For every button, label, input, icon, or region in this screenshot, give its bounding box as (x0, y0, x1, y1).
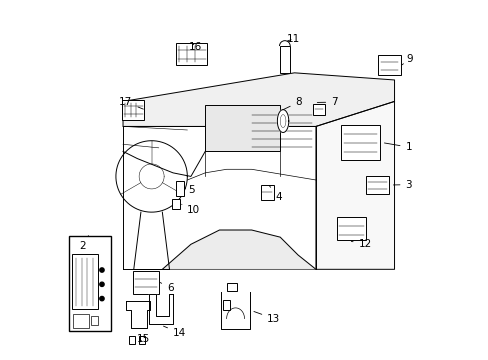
Text: 17: 17 (119, 97, 143, 109)
Text: 10: 10 (181, 204, 200, 215)
Text: 4: 4 (268, 185, 281, 202)
Bar (122, 100, 144, 120)
Bar (172, 199, 180, 209)
Bar (139, 337, 145, 343)
Bar (312, 104, 324, 114)
Bar (279, 46, 290, 73)
Text: 3: 3 (392, 180, 411, 190)
Bar (340, 125, 380, 160)
Bar (91, 316, 98, 325)
Text: 15: 15 (137, 334, 150, 344)
Text: 13: 13 (253, 311, 280, 324)
Text: 6: 6 (160, 283, 173, 293)
Bar (176, 43, 207, 65)
Bar (71, 254, 98, 309)
Polygon shape (123, 126, 315, 269)
Bar (226, 283, 236, 291)
Text: 16: 16 (188, 42, 202, 52)
Text: 12: 12 (350, 239, 371, 249)
Text: 1: 1 (384, 142, 411, 152)
Polygon shape (125, 301, 150, 328)
Bar (69, 236, 111, 331)
Bar (365, 176, 388, 194)
Circle shape (100, 296, 104, 301)
Bar (378, 55, 400, 75)
Bar (73, 314, 89, 328)
Text: 7: 7 (317, 97, 337, 107)
Polygon shape (148, 294, 173, 324)
Bar (133, 271, 159, 294)
Bar (260, 185, 274, 200)
Text: 14: 14 (163, 326, 186, 338)
Bar (176, 181, 183, 196)
Bar (336, 217, 365, 240)
Circle shape (100, 282, 104, 287)
Polygon shape (162, 230, 315, 269)
Bar (128, 337, 135, 343)
Bar (205, 105, 280, 152)
Polygon shape (315, 102, 394, 269)
Text: 2: 2 (79, 236, 88, 251)
Polygon shape (123, 73, 394, 126)
Text: 8: 8 (282, 97, 302, 110)
Text: 9: 9 (401, 54, 412, 65)
Text: 5: 5 (185, 185, 195, 195)
Polygon shape (277, 110, 288, 132)
Bar (223, 300, 230, 310)
Text: 11: 11 (286, 34, 300, 44)
Circle shape (100, 268, 104, 272)
